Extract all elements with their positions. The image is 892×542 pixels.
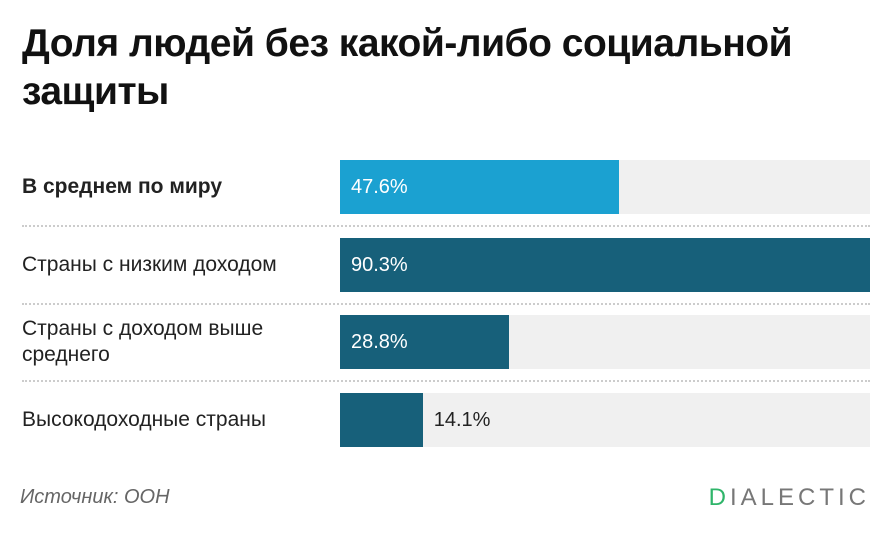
category-label: Страны с доходом выше среднего xyxy=(22,317,264,366)
category-label: Высокодоходные страны xyxy=(22,407,266,431)
chart-title: Доля людей без какой-либо социальной защ… xyxy=(22,22,793,113)
category-label: Страны с низким доходом xyxy=(22,252,277,276)
separator xyxy=(22,225,870,227)
bar xyxy=(340,237,870,292)
bar xyxy=(340,392,423,447)
source: Источник: ООН xyxy=(20,486,170,508)
bar-track xyxy=(340,392,870,447)
value-label: 28.8% xyxy=(351,331,408,353)
logo: DIALECTIC xyxy=(708,484,870,511)
category-label: В среднем по миру xyxy=(22,175,222,198)
bar xyxy=(340,160,620,214)
separator xyxy=(22,302,870,305)
bar xyxy=(340,315,510,369)
value-label: 14.1% xyxy=(433,408,491,431)
separator xyxy=(22,380,870,382)
value-label: 90.3% xyxy=(351,253,408,276)
value-label: 47.6% xyxy=(351,176,408,198)
